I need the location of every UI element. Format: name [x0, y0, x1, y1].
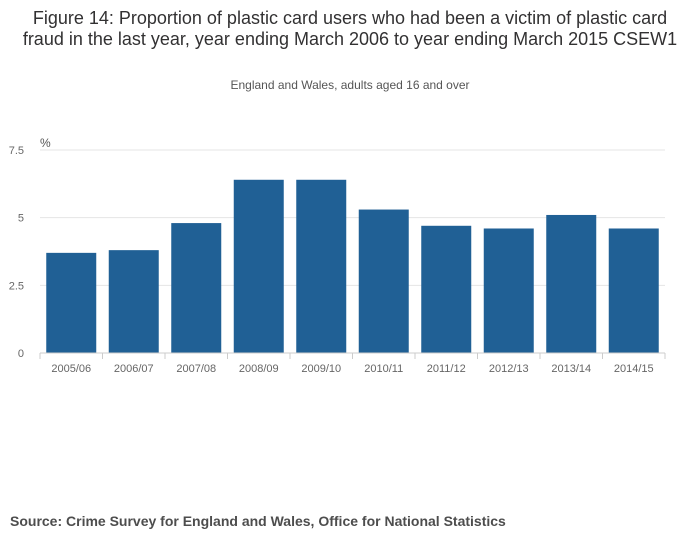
x-tick-label: 2010/11	[364, 363, 403, 375]
x-tick-label: 2007/08	[176, 363, 216, 375]
y-tick-label: 2.5	[9, 280, 24, 292]
bar	[46, 252, 97, 353]
bars	[46, 179, 659, 353]
x-tick-label: 2011/12	[427, 363, 466, 375]
x-tick-label: 2009/10	[301, 363, 341, 375]
bar	[608, 228, 659, 353]
y-axis-unit-label: %	[40, 136, 51, 150]
bar	[171, 223, 222, 353]
bar	[233, 179, 284, 353]
chart-title: Figure 14: Proportion of plastic card us…	[22, 8, 678, 49]
x-tick-labels: 2005/06 2006/07 2007/08 2008/09 2009/10 2010/…	[51, 363, 653, 375]
chart-subtitle: England and Wales, adults aged 16 and ov…	[230, 78, 470, 92]
x-tick-label: 2005/06	[51, 363, 91, 375]
x-tick-label: 2006/07	[114, 363, 154, 375]
bar	[483, 228, 534, 353]
bar	[358, 209, 409, 353]
bar	[296, 179, 347, 353]
x-tick-label: 2008/09	[239, 363, 279, 375]
source-note: Source: Crime Survey for England and Wal…	[10, 513, 506, 529]
x-tick-label: 2012/13	[489, 363, 529, 375]
bar	[108, 250, 159, 353]
y-tick-label: 0	[18, 348, 24, 360]
x-axis	[39, 352, 666, 359]
y-axis: 0 2.5 5 7.5	[9, 145, 24, 360]
y-tick-label: 5	[18, 213, 24, 225]
bar	[421, 225, 472, 353]
bar	[546, 214, 597, 353]
y-tick-label: 7.5	[9, 145, 24, 157]
x-tick-label: 2014/15	[614, 363, 654, 375]
x-tick-label: 2013/14	[551, 363, 591, 375]
